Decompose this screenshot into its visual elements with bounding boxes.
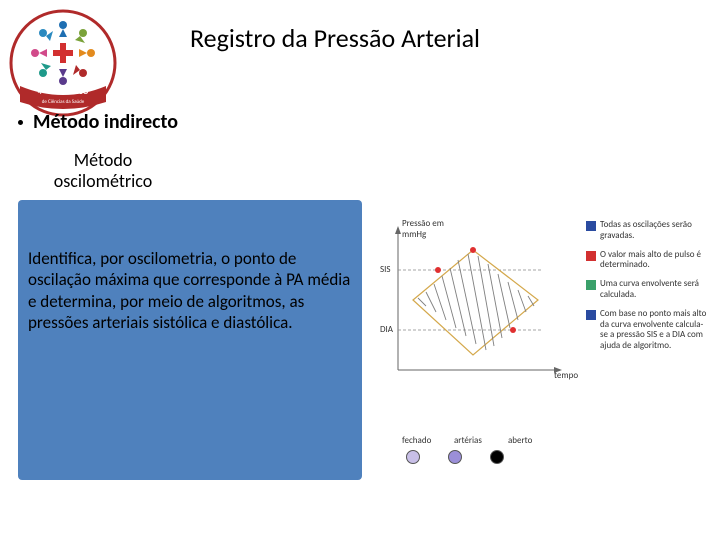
slide-title: Registro da Pressão Arterial — [190, 22, 480, 54]
legend-swatch-3 — [586, 310, 596, 320]
description-text: Identifica, por oscilometria, o ponto de… — [28, 248, 352, 333]
method-label: Método oscilométrico — [38, 150, 168, 191]
legend-item-2: Uma curva envolvente será calculada. — [586, 279, 708, 301]
congress-logo: 4º CONGRESSO de Ciências da Saúde — [8, 8, 118, 118]
legend-item-1: O valor mais alto de pulso é determinado… — [586, 250, 708, 272]
logo-text-1: 4º CONGRESSO — [38, 87, 89, 97]
bullet-text: Método indirecto — [33, 110, 178, 134]
legend-text-2: Uma curva envolvente será calculada. — [600, 279, 708, 301]
legend-text-0: Todas as oscilações serão gravadas. — [600, 220, 708, 242]
cuff-circle-arteries — [448, 450, 462, 464]
legend-swatch-1 — [586, 251, 596, 261]
oscillometric-diagram: Pressão em mmHg SIS DIA tempo fechado ar… — [378, 220, 708, 470]
sis-label: SIS — [380, 264, 391, 275]
y-axis-label-1: Pressão em — [402, 218, 444, 229]
diagram-legend: Todas as oscilações serão gravadas. O va… — [586, 220, 708, 360]
cuff-circle-closed — [406, 450, 420, 464]
cuff-state-0: fechado — [402, 435, 431, 446]
method-label-line2: oscilométrico — [38, 171, 168, 192]
legend-swatch-2 — [586, 280, 596, 290]
legend-text-3: Com base no ponto mais alto da curva env… — [600, 309, 708, 352]
x-axis-label: tempo — [554, 370, 578, 381]
legend-item-0: Todas as oscilações serão gravadas. — [586, 220, 708, 242]
dia-label: DIA — [380, 324, 393, 335]
legend-swatch-0 — [586, 221, 596, 231]
bullet-item: Método indirecto — [18, 110, 178, 134]
method-label-line1: Método — [38, 150, 168, 171]
description-box: Identifica, por oscilometria, o ponto de… — [18, 200, 362, 480]
cuff-circle-open — [490, 450, 504, 464]
logo-text-2: de Ciências da Saúde — [42, 99, 85, 105]
cuff-circles — [406, 450, 504, 464]
cuff-state-1: artérias — [454, 435, 482, 446]
bullet-dot-icon — [18, 120, 23, 125]
y-axis-label-2: mmHg — [402, 229, 426, 240]
legend-item-3: Com base no ponto mais alto da curva env… — [586, 309, 708, 352]
cuff-state-2: aberto — [508, 435, 532, 446]
legend-text-1: O valor mais alto de pulso é determinado… — [600, 250, 708, 272]
